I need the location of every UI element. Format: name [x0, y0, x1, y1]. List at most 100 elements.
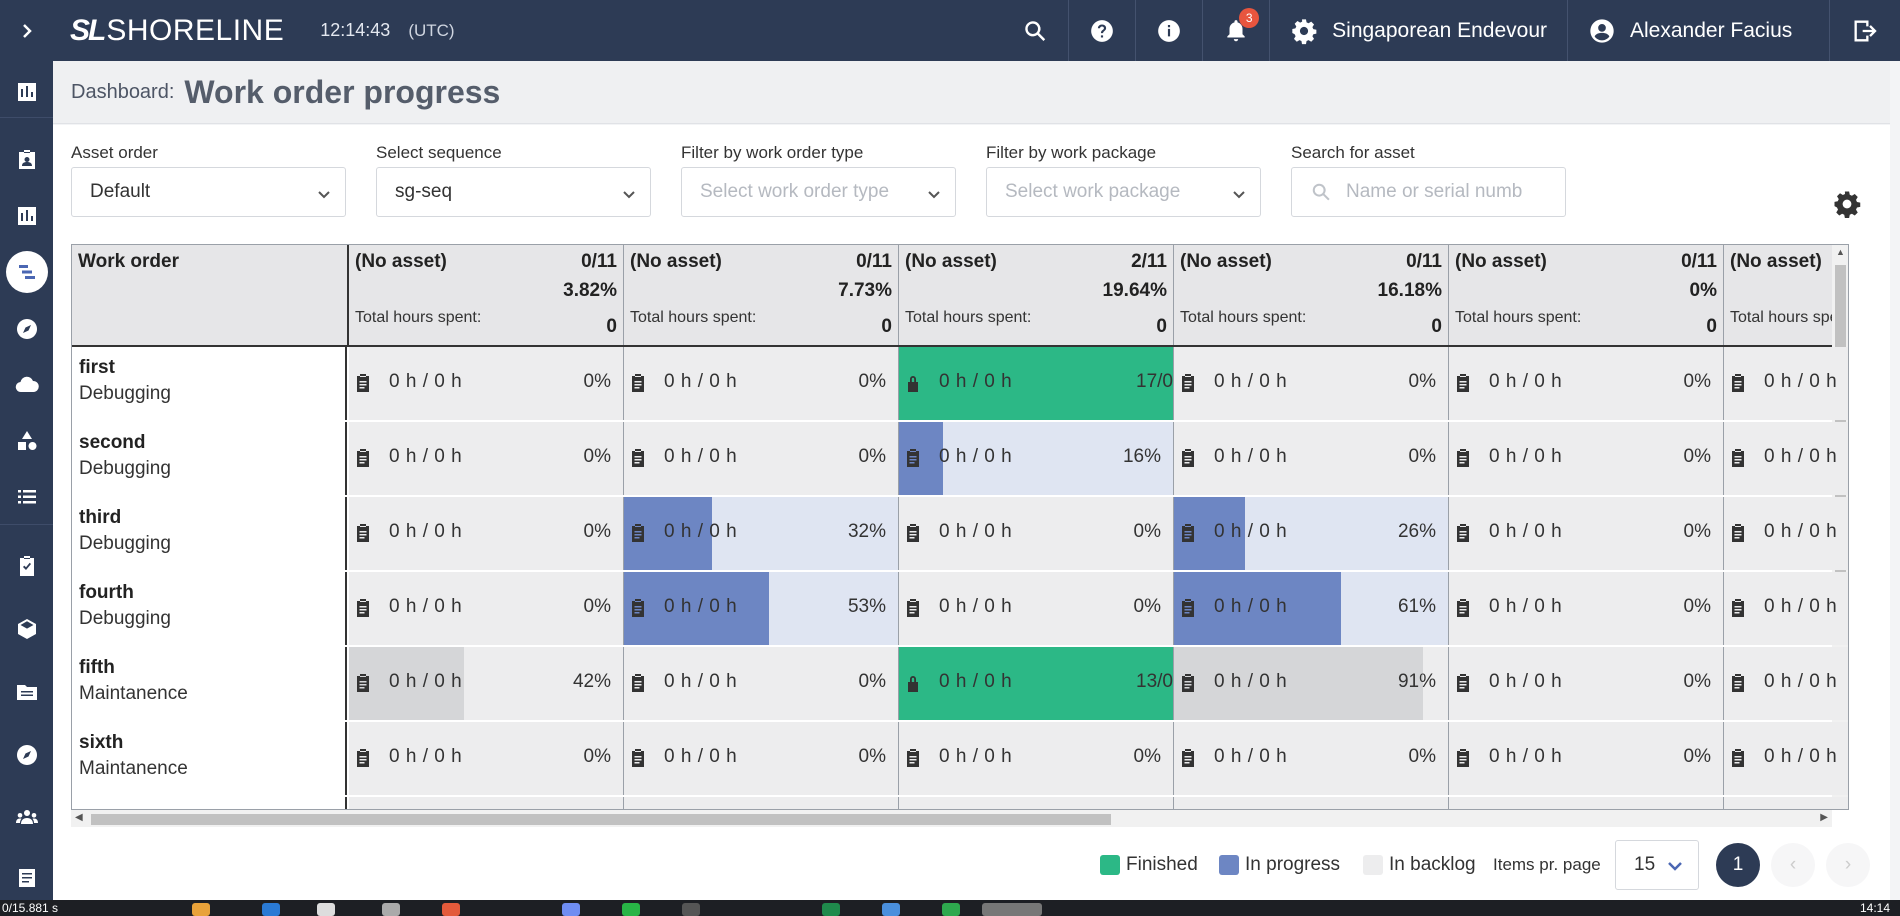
- progress-cell[interactable]: 0 h / 0 h 0%: [899, 497, 1174, 570]
- progress-cell[interactable]: [349, 797, 624, 809]
- next-page-button[interactable]: ›: [1826, 843, 1870, 887]
- sheets-app-icon[interactable]: [822, 903, 840, 916]
- progress-cell[interactable]: [899, 797, 1174, 809]
- info-button[interactable]: [1136, 0, 1204, 61]
- work-order-cell[interactable]: first Debugging: [72, 347, 347, 420]
- page-button-current[interactable]: 1: [1716, 843, 1760, 887]
- logout-button[interactable]: [1830, 0, 1900, 61]
- work-order-cell[interactable]: [72, 797, 347, 809]
- asset-column-header[interactable]: (No asset) 0/11 16.18% Total hours spent: 0: [1174, 245, 1449, 345]
- chrome-app-icon[interactable]: [317, 903, 335, 916]
- document-app-icon[interactable]: [382, 903, 400, 916]
- browser-app-icon[interactable]: [442, 903, 460, 916]
- progress-cell[interactable]: 0 h / 0 h 0%: [349, 572, 624, 645]
- sidebar-toggle-button[interactable]: [0, 0, 53, 61]
- notifications-button[interactable]: 3: [1203, 0, 1271, 61]
- asset-order-select[interactable]: Default: [71, 167, 346, 217]
- terminal-app-icon[interactable]: [682, 903, 700, 916]
- calc-app-icon[interactable]: [942, 903, 960, 916]
- sidebar-item-reports[interactable]: [0, 196, 53, 236]
- progress-cell[interactable]: 0 h / 0 h 16%: [899, 422, 1174, 495]
- search-button[interactable]: [1002, 0, 1070, 61]
- progress-cell[interactable]: 0 h / 0 h: [1724, 497, 1848, 570]
- editor-app-icon[interactable]: [262, 903, 280, 916]
- progress-cell[interactable]: 0 h / 0 h: [1724, 572, 1848, 645]
- work-order-cell[interactable]: third Debugging: [72, 497, 347, 570]
- previous-page-button[interactable]: ‹: [1771, 843, 1815, 887]
- active-window-icon[interactable]: [982, 903, 1042, 916]
- progress-cell[interactable]: [1449, 797, 1724, 809]
- breadcrumb[interactable]: Dashboard:: [71, 80, 175, 103]
- progress-cell[interactable]: 0 h / 0 h 0%: [899, 722, 1174, 795]
- scroll-right-icon[interactable]: ▶: [1820, 812, 1828, 823]
- sidebar-item-work-order-progress[interactable]: [0, 251, 53, 293]
- progress-cell[interactable]: 0 h / 0 h 53%: [624, 572, 899, 645]
- asset-column-header[interactable]: (No asset) 0/11 3.82% Total hours spent: 0: [349, 245, 624, 345]
- progress-cell[interactable]: [624, 797, 899, 809]
- progress-cell[interactable]: 0 h / 0 h 0%: [1174, 347, 1449, 420]
- progress-cell[interactable]: 0 h / 0 h 0%: [1174, 422, 1449, 495]
- sidebar-item-list[interactable]: [0, 477, 53, 517]
- progress-cell[interactable]: 0 h / 0 h 0%: [349, 347, 624, 420]
- items-per-page-select[interactable]: 15: [1615, 840, 1699, 890]
- sidebar-item-logbook[interactable]: [0, 858, 53, 898]
- asset-column-header[interactable]: (No asset) 2/11 19.64% Total hours spent: 0: [899, 245, 1174, 345]
- asset-column-header[interactable]: (No asset) 0/11 0% Total hours spent: 0: [1449, 245, 1724, 345]
- progress-cell[interactable]: 0 h / 0 h 0%: [624, 347, 899, 420]
- sidebar-item-analytics[interactable]: [0, 72, 53, 112]
- scroll-left-icon[interactable]: ◀: [75, 812, 83, 823]
- work-order-cell[interactable]: sixth Maintanence: [72, 722, 347, 795]
- sidebar-item-navigation[interactable]: [0, 735, 53, 775]
- progress-cell[interactable]: 0 h / 0 h 0%: [1449, 497, 1724, 570]
- scroll-up-icon[interactable]: ▲: [1836, 247, 1845, 257]
- progress-cell[interactable]: 0 h / 0 h 32%: [624, 497, 899, 570]
- progress-cell[interactable]: 0 h / 0 h 26%: [1174, 497, 1449, 570]
- work-order-cell[interactable]: fourth Debugging: [72, 572, 347, 645]
- sidebar-item-id-card[interactable]: [0, 140, 53, 180]
- progress-cell[interactable]: 0 h / 0 h 42%: [349, 647, 624, 720]
- progress-cell[interactable]: 0 h / 0 h 0%: [1449, 347, 1724, 420]
- sidebar-item-tasks[interactable]: [0, 546, 53, 586]
- spotify-app-icon[interactable]: [622, 903, 640, 916]
- progress-cell[interactable]: 0 h / 0 h 0%: [1174, 722, 1449, 795]
- work-order-cell[interactable]: second Debugging: [72, 422, 347, 495]
- progress-cell[interactable]: 0 h / 0 h 91%: [1174, 647, 1449, 720]
- sidebar-item-folders[interactable]: [0, 672, 53, 712]
- sidebar-item-packages[interactable]: [0, 609, 53, 649]
- progress-cell[interactable]: 0 h / 0 h: [1724, 647, 1848, 720]
- progress-cell[interactable]: 0 h / 0 h 0%: [1449, 647, 1724, 720]
- progress-cell[interactable]: 0 h / 0 h 0%: [349, 497, 624, 570]
- progress-cell[interactable]: [1724, 797, 1848, 809]
- progress-cell[interactable]: 0 h / 0 h 0%: [1449, 572, 1724, 645]
- progress-cell[interactable]: 0 h / 0 h 0%: [349, 422, 624, 495]
- progress-cell[interactable]: 0 h / 0 h 0%: [349, 722, 624, 795]
- progress-cell[interactable]: 0 h / 0 h: [1724, 347, 1848, 420]
- sidebar-item-compass[interactable]: [0, 309, 53, 349]
- sequence-select[interactable]: sg-seq: [376, 167, 651, 217]
- horizontal-scrollbar[interactable]: ◀ ▶: [71, 810, 1832, 827]
- asset-column-header[interactable]: (No asset) Total hours spent:: [1724, 245, 1848, 345]
- work-order-type-select[interactable]: Select work order type: [681, 167, 956, 217]
- help-button[interactable]: [1069, 0, 1137, 61]
- sidebar-item-cloud[interactable]: [0, 365, 53, 405]
- vessel-selector[interactable]: Singaporean Endevour: [1270, 0, 1568, 61]
- progress-cell[interactable]: [1174, 797, 1449, 809]
- sidebar-item-shapes[interactable]: [0, 421, 53, 461]
- progress-cell[interactable]: 0 h / 0 h 0%: [624, 647, 899, 720]
- progress-cell[interactable]: 0 h / 0 h 0%: [624, 422, 899, 495]
- progress-cell[interactable]: 0 h / 0 h 61%: [1174, 572, 1449, 645]
- folder-app-icon[interactable]: [192, 903, 210, 916]
- progress-cell[interactable]: 0 h / 0 h: [1724, 722, 1848, 795]
- work-package-select[interactable]: Select work package: [986, 167, 1261, 217]
- user-menu[interactable]: Alexander Facius: [1568, 0, 1830, 61]
- asset-search-input[interactable]: Name or serial numb: [1291, 167, 1566, 217]
- asset-column-header[interactable]: (No asset) 0/11 7.73% Total hours spent: 0: [624, 245, 899, 345]
- progress-cell[interactable]: 0 h / 0 h 0%: [899, 572, 1174, 645]
- grid-settings-button[interactable]: [1832, 189, 1862, 219]
- progress-cell[interactable]: 0 h / 0 h: [1724, 422, 1848, 495]
- progress-cell[interactable]: 0 h / 0 h 13/0: [899, 647, 1174, 720]
- progress-cell[interactable]: 0 h / 0 h 0%: [624, 722, 899, 795]
- sidebar-item-users[interactable]: [0, 798, 53, 838]
- shoreline-logo[interactable]: SL SHORELINE: [70, 14, 284, 48]
- progress-cell[interactable]: 0 h / 0 h 0%: [1449, 422, 1724, 495]
